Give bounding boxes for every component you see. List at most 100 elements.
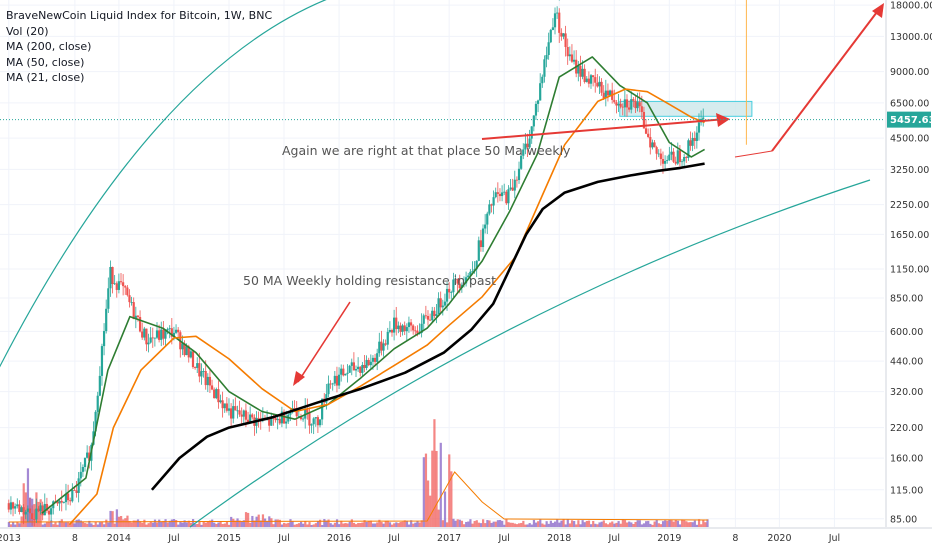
price-badge bbox=[887, 111, 931, 128]
candle-body bbox=[505, 191, 508, 204]
candle-body bbox=[162, 329, 165, 339]
volume-bar bbox=[621, 519, 624, 527]
candle-body bbox=[160, 329, 163, 340]
volume-bar bbox=[136, 519, 140, 527]
volume-bar bbox=[376, 522, 379, 527]
candle-body bbox=[327, 383, 330, 395]
candle-body bbox=[329, 383, 332, 385]
volume-bar bbox=[149, 521, 152, 527]
volume-bar bbox=[503, 524, 506, 527]
candle-body bbox=[443, 301, 447, 306]
volume-bar bbox=[448, 454, 451, 527]
candle-body bbox=[500, 192, 504, 197]
x-tick-label: Jul bbox=[828, 533, 840, 544]
volume-bar bbox=[564, 524, 567, 527]
volume-bar bbox=[566, 519, 569, 527]
candle-body bbox=[210, 385, 214, 390]
volume-bar bbox=[81, 521, 85, 527]
volume-bar bbox=[181, 522, 184, 527]
candle-body bbox=[503, 191, 506, 193]
candle-body bbox=[172, 332, 176, 337]
volume-bar bbox=[494, 521, 497, 527]
volume-bar bbox=[689, 522, 692, 527]
candle-body bbox=[219, 400, 222, 403]
x-axis-panel bbox=[0, 528, 932, 550]
candle-body bbox=[26, 508, 29, 512]
volume-bar bbox=[581, 520, 584, 527]
candle-body bbox=[217, 389, 220, 403]
volume-bar bbox=[45, 522, 49, 527]
volume-bar bbox=[583, 522, 586, 527]
legend-ma21[interactable]: MA (21, close) bbox=[6, 71, 85, 84]
volume-bar bbox=[139, 521, 142, 527]
volume-bar bbox=[221, 524, 224, 527]
candle-body bbox=[155, 330, 159, 338]
y-tick-label: 6500.00 bbox=[890, 98, 929, 109]
volume-bar bbox=[103, 524, 106, 527]
candle-body bbox=[138, 317, 142, 332]
candle-body bbox=[395, 317, 398, 330]
candle-body bbox=[632, 99, 635, 101]
volume-bar bbox=[18, 523, 21, 527]
candle-body bbox=[75, 490, 78, 493]
legend-ma200[interactable]: MA (200, close) bbox=[6, 40, 92, 53]
volume-bar bbox=[659, 524, 663, 527]
candle-body bbox=[340, 368, 343, 375]
volume-bar bbox=[107, 522, 110, 527]
candle-body bbox=[598, 81, 601, 87]
volume-bar bbox=[109, 510, 112, 527]
volume-bar bbox=[700, 524, 703, 527]
candle-body bbox=[577, 65, 580, 74]
volume-bar bbox=[62, 522, 66, 527]
volume-bar bbox=[151, 522, 154, 527]
candle-body bbox=[113, 283, 116, 285]
candle-body bbox=[310, 424, 313, 426]
candle-body bbox=[649, 136, 652, 148]
volume-bar bbox=[628, 521, 631, 527]
candle-body bbox=[177, 329, 180, 333]
candle-body bbox=[539, 83, 542, 101]
candle-body bbox=[549, 29, 552, 43]
volume-bar bbox=[551, 522, 555, 527]
candle-body bbox=[481, 228, 485, 248]
candle-body bbox=[194, 367, 197, 368]
candle-body bbox=[223, 403, 226, 409]
candle-body bbox=[16, 504, 19, 507]
volume-bar bbox=[132, 520, 135, 527]
volume-bar bbox=[407, 524, 411, 527]
volume-bar bbox=[651, 524, 654, 527]
candle-body bbox=[426, 315, 430, 320]
volume-bar bbox=[100, 521, 104, 527]
candle-body bbox=[464, 277, 468, 284]
candle-body bbox=[98, 375, 101, 396]
legend-vol[interactable]: Vol (20) bbox=[6, 24, 49, 38]
volume-bar bbox=[249, 522, 252, 527]
candle-body bbox=[132, 302, 135, 320]
candle-body bbox=[441, 305, 444, 308]
volume-bar bbox=[312, 524, 315, 527]
candle-body bbox=[547, 42, 550, 56]
chart-title[interactable]: BraveNewCoin Liquid Index for Bitcoin, 1… bbox=[6, 9, 273, 22]
candle-body bbox=[11, 502, 15, 509]
volume-bar bbox=[319, 519, 322, 527]
candle-body bbox=[524, 143, 527, 150]
candle-body bbox=[543, 59, 546, 77]
y-tick-label: 1150.00 bbox=[890, 264, 929, 275]
volume-bar bbox=[94, 521, 97, 527]
volume-bar bbox=[234, 520, 237, 527]
volume-bar bbox=[302, 523, 305, 527]
candle-body bbox=[276, 418, 279, 421]
volume-bar bbox=[308, 522, 311, 527]
volume-bar bbox=[609, 522, 612, 527]
x-tick-label: 2015 bbox=[217, 533, 241, 544]
volume-bar bbox=[649, 523, 652, 527]
volume-bar bbox=[556, 519, 559, 527]
volume-bar bbox=[280, 524, 284, 527]
volume-bar bbox=[374, 523, 377, 527]
legend-ma50[interactable]: MA (50, close) bbox=[6, 55, 85, 69]
volume-bar bbox=[642, 523, 646, 527]
candle-body bbox=[365, 359, 368, 369]
volume-bar bbox=[202, 521, 205, 527]
